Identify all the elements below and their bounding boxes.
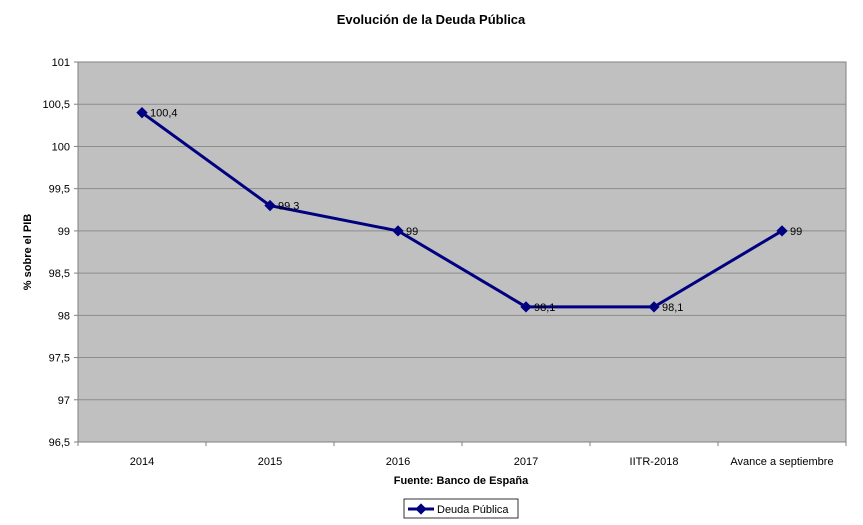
data-point-marker (520, 301, 532, 313)
y-axis-title: % sobre el PIB (22, 214, 34, 290)
grid-lines (78, 103, 846, 401)
y-tick-label: 98,5 (49, 268, 70, 280)
x-tick-label: 2016 (386, 456, 410, 468)
data-label: 99 (790, 226, 802, 238)
data-label: 100,4 (150, 108, 178, 120)
x-tick-label: 2015 (258, 456, 282, 468)
data-point-marker (776, 225, 788, 237)
chart-title: Evolución de la Deuda Pública (337, 12, 526, 27)
data-point-marker (264, 199, 276, 212)
y-tick-label: 99 (58, 226, 70, 238)
data-label: 98,1 (534, 302, 555, 314)
legend-box (403, 498, 519, 519)
y-tick-label: 99,5 (49, 184, 70, 196)
legend-diamond-icon (415, 503, 427, 515)
data-point-marker (392, 225, 404, 237)
y-axis-ticks: 96,5 97 97,5 98 98,5 99 99,5 100 100,5 101 (42, 57, 78, 449)
plot-area (77, 61, 847, 443)
series-deuda-publica: 100,4 99,3 99 98,1 98,1 99 (136, 107, 802, 314)
x-tick-label: 2017 (514, 456, 538, 468)
y-tick-label: 100,5 (42, 99, 70, 111)
data-label: 98,1 (662, 302, 683, 314)
data-label: 99 (406, 226, 418, 238)
x-tick-label: Avance a septiembre (730, 456, 833, 468)
data-label: 99,3 (278, 201, 299, 213)
x-axis-title: Fuente: Banco de España (394, 475, 529, 487)
y-tick-label: 97 (58, 395, 70, 407)
y-tick-label: 101 (52, 57, 70, 69)
y-tick-label: 97,5 (49, 353, 70, 365)
legend: Deuda Pública (403, 498, 519, 519)
legend-label: Deuda Pública (437, 504, 509, 516)
x-axis-ticks: 2014 2015 2016 2017 IITR-2018 Avance a septie… (77, 442, 847, 468)
data-point-marker (648, 301, 660, 313)
y-tick-label: 96,5 (49, 437, 70, 449)
series-line (141, 111, 783, 309)
x-tick-label: IITR-2018 (630, 456, 679, 468)
y-tick-label: 100 (52, 141, 70, 153)
x-tick-label: 2014 (130, 456, 154, 468)
y-tick-label: 98 (58, 310, 70, 322)
